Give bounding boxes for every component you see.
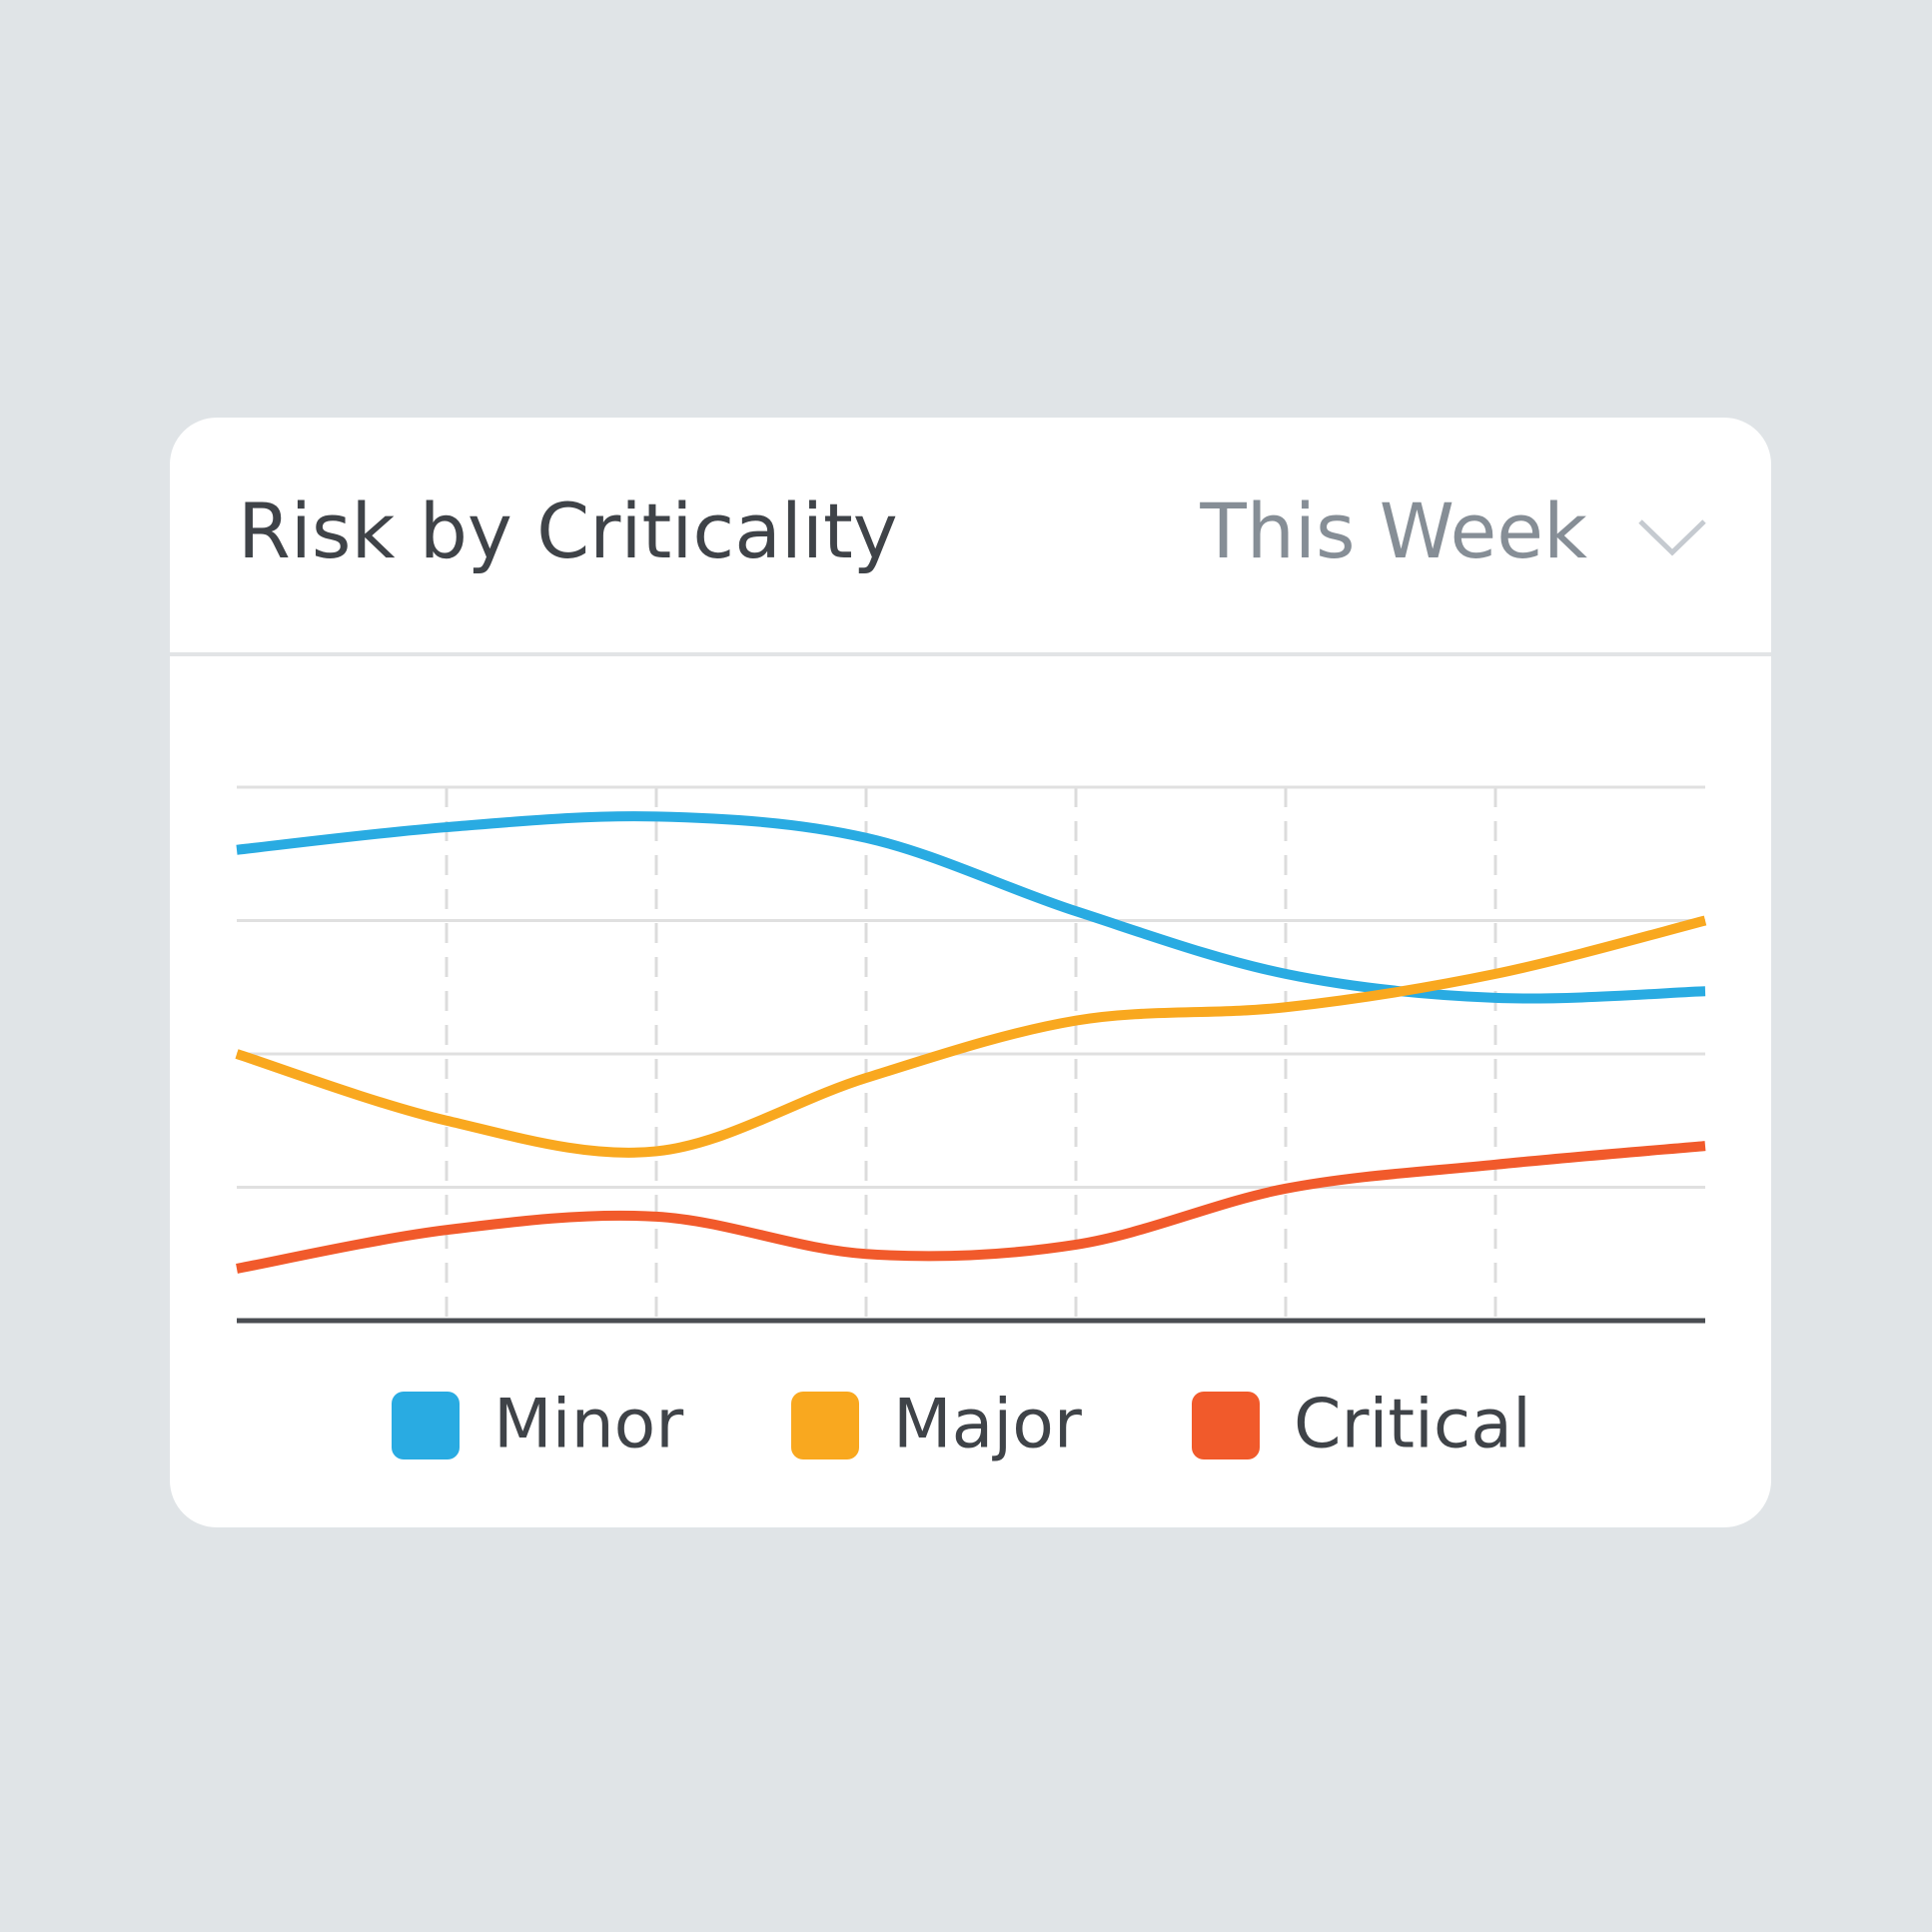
dropdown-chevron[interactable] bbox=[1638, 519, 1706, 556]
legend-label: Critical bbox=[1294, 1386, 1531, 1464]
legend-label: Major bbox=[893, 1386, 1082, 1464]
series-line bbox=[235, 915, 1707, 1158]
period-dropdown[interactable]: This Week bbox=[1199, 486, 1587, 575]
series-line bbox=[236, 811, 1706, 1004]
legend-swatch bbox=[1192, 1392, 1260, 1459]
card bbox=[170, 418, 1771, 1527]
legend-swatch bbox=[392, 1392, 460, 1459]
legend-swatch bbox=[791, 1392, 859, 1459]
series-line bbox=[236, 1141, 1706, 1274]
card-title: Risk by Criticality bbox=[238, 486, 898, 575]
legend-label: Minor bbox=[493, 1386, 683, 1464]
